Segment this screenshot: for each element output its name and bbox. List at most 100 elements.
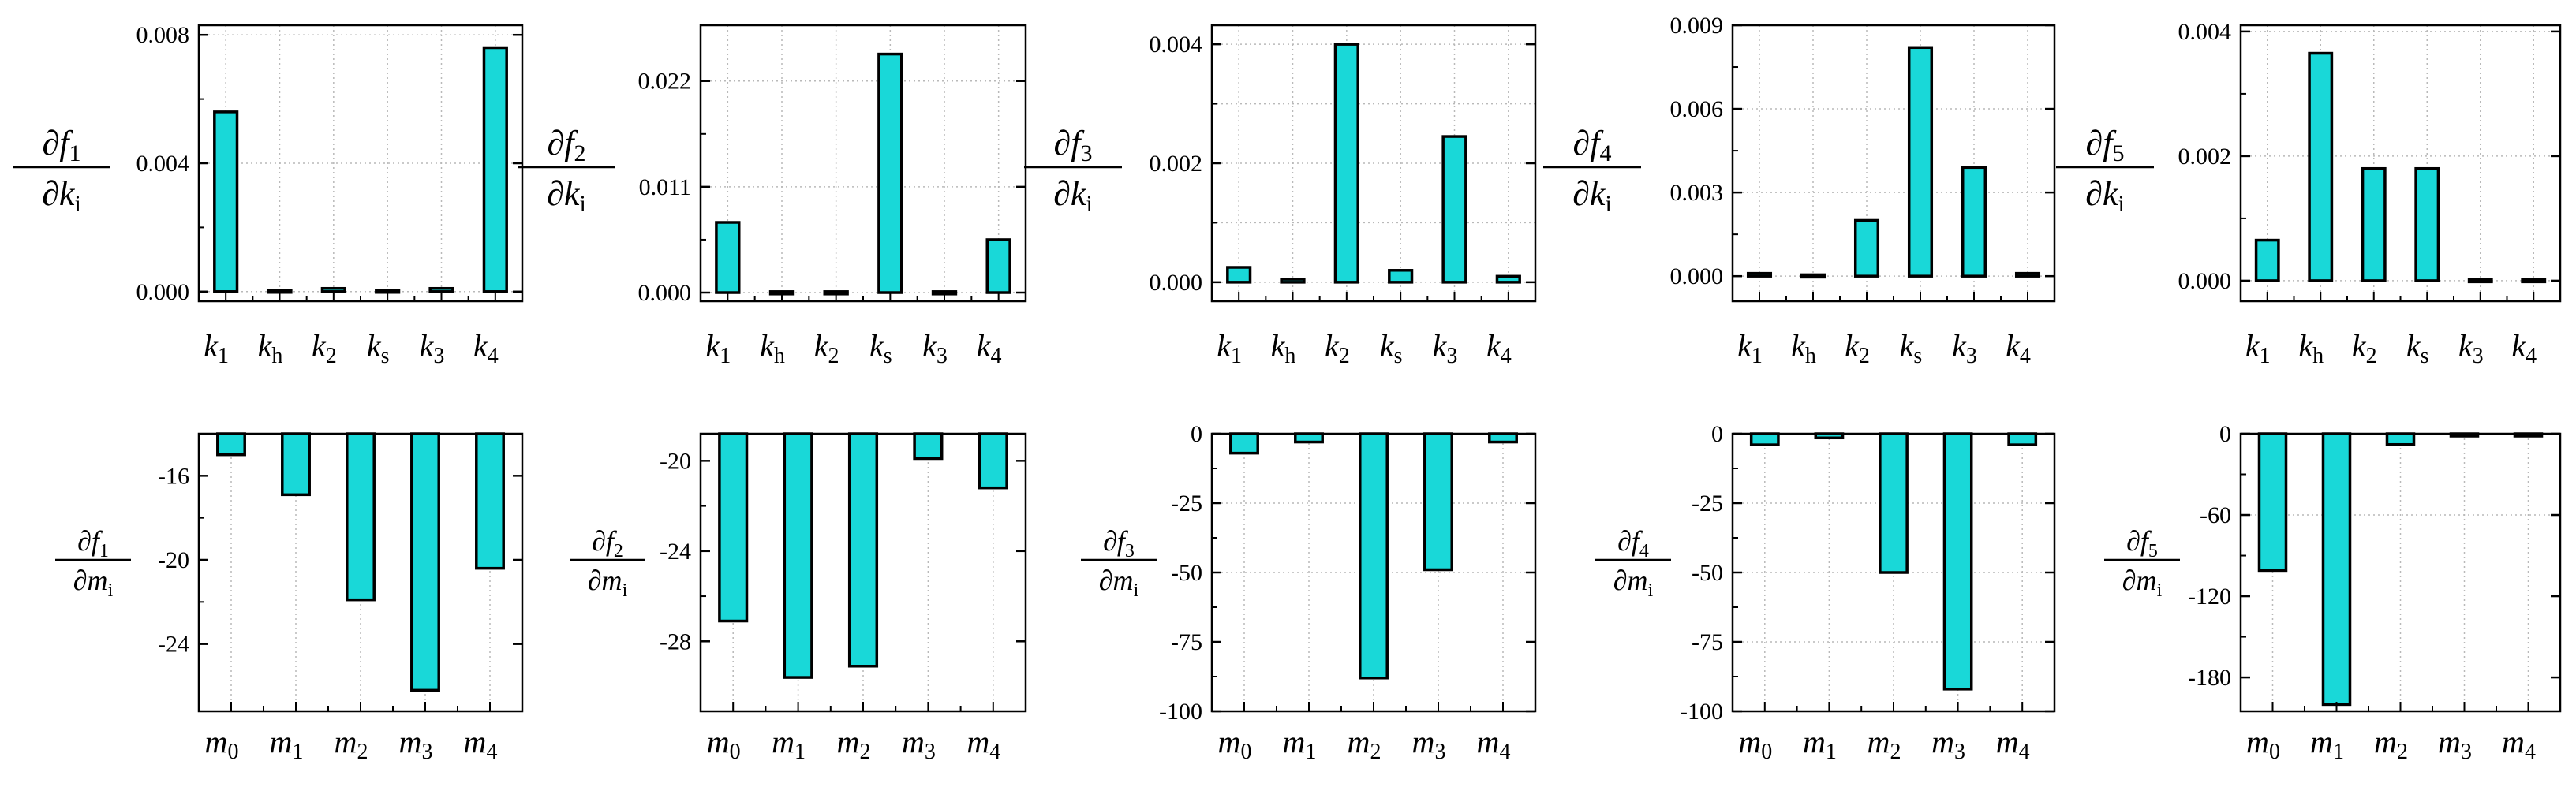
x-category-label: ks bbox=[869, 328, 892, 368]
y-label-numerator: ∂f3 bbox=[1103, 525, 1135, 561]
y-tick-label: 0.022 bbox=[638, 69, 692, 95]
x-category-label: m3 bbox=[902, 724, 936, 764]
bar-m1 bbox=[2321, 432, 2352, 707]
bar-k2 bbox=[1853, 218, 1880, 278]
x-category-label: kh bbox=[2298, 328, 2324, 368]
x-category-label: k1 bbox=[1737, 328, 1763, 368]
plot-frame bbox=[1731, 24, 2056, 303]
y-tick-label: 0.000 bbox=[1670, 263, 1724, 289]
x-category-label: k2 bbox=[814, 328, 839, 368]
x-category-label: kh bbox=[258, 328, 283, 368]
y-tick-label: 0.004 bbox=[1150, 32, 1203, 58]
x-category-label: k2 bbox=[1325, 328, 1350, 368]
x-category-label: k4 bbox=[2006, 328, 2031, 368]
y-axis-label: ∂f3 ∂mi bbox=[1081, 525, 1157, 601]
bar-k4 bbox=[985, 238, 1011, 294]
bar-m0 bbox=[1229, 432, 1259, 455]
x-category-label: k3 bbox=[2458, 328, 2484, 368]
y-tick-label: 0 bbox=[1711, 421, 1723, 447]
y-tick-label: -16 bbox=[158, 463, 189, 489]
y-label-denominator: ∂ki bbox=[1572, 174, 1612, 217]
y-tick-label: -120 bbox=[2188, 584, 2231, 610]
x-category-label: m2 bbox=[1868, 724, 1901, 764]
y-label-numerator: ∂f4 bbox=[1617, 525, 1649, 561]
bar-kh bbox=[1280, 278, 1306, 284]
bar-m3 bbox=[913, 432, 944, 461]
x-category-label: kh bbox=[1791, 328, 1816, 368]
bar-k2 bbox=[1333, 43, 1359, 284]
x-category-label: k4 bbox=[473, 328, 499, 368]
y-label-denominator: ∂ki bbox=[42, 174, 81, 217]
y-tick-label: 0.009 bbox=[1670, 13, 1724, 39]
y-tick-label: -20 bbox=[660, 448, 691, 474]
x-category-label: k1 bbox=[2245, 328, 2271, 368]
bar-m0 bbox=[718, 432, 749, 623]
x-category-label: ks bbox=[1380, 328, 1403, 368]
x-category-label: m0 bbox=[1218, 724, 1252, 764]
chart-f1m: -16 -20 -24 m0 m1 m2 m3 m4 ∂f1 ∂mi bbox=[55, 432, 524, 764]
y-axis-label: ∂f4 ∂ki bbox=[1543, 124, 1641, 217]
plot-frame bbox=[699, 24, 1027, 303]
x-category-label: m0 bbox=[205, 724, 239, 764]
x-category-label: m3 bbox=[399, 724, 433, 764]
bar-m4 bbox=[475, 432, 505, 570]
x-category-label: m1 bbox=[270, 724, 304, 764]
bar-kh bbox=[1800, 273, 1826, 279]
y-axis-label: ∂f2 ∂mi bbox=[570, 525, 645, 601]
x-category-label: k3 bbox=[1952, 328, 1977, 368]
bar-k4 bbox=[2521, 278, 2547, 284]
y-axis-label: ∂f3 ∂ki bbox=[1024, 124, 1122, 217]
bar-m3 bbox=[410, 432, 440, 692]
x-category-label: m2 bbox=[1348, 724, 1381, 764]
y-tick-label: -24 bbox=[660, 539, 691, 565]
x-category-label: k4 bbox=[2511, 328, 2537, 368]
y-label-numerator: ∂f5 bbox=[2126, 525, 2158, 561]
y-tick-label: 0.008 bbox=[136, 22, 190, 48]
y-tick-label: -75 bbox=[1171, 629, 1202, 655]
y-tick-label: 0 bbox=[2219, 421, 2231, 447]
y-tick-label: 0.000 bbox=[1150, 270, 1203, 296]
bar-m1 bbox=[783, 432, 813, 679]
x-category-label: m0 bbox=[1738, 724, 1772, 764]
y-axis-label: ∂f5 ∂mi bbox=[2104, 525, 2180, 601]
chart-f2k: 0.000 0.011 0.022 k1 kh k2 ks k3 k4 ∂f2 ∂ki bbox=[518, 24, 1027, 368]
x-category-label: ks bbox=[367, 328, 390, 368]
y-label-denominator: ∂mi bbox=[1099, 565, 1139, 601]
y-tick-label: -50 bbox=[1692, 560, 1723, 586]
x-category-label: m2 bbox=[2374, 724, 2408, 764]
x-category-label: ks bbox=[1900, 328, 1923, 368]
bar-m2 bbox=[847, 432, 879, 668]
chart-f5k: 0.000 0.002 0.004 k1 kh k2 ks k3 k4 ∂f5 ∂ki bbox=[2056, 19, 2562, 368]
x-category-label: m4 bbox=[2502, 724, 2536, 764]
x-category-label: m1 bbox=[1803, 724, 1837, 764]
bar-ks bbox=[2414, 166, 2440, 282]
y-axis-label: ∂f1 ∂ki bbox=[13, 124, 110, 217]
chart-f5m: 0 -60 -120 -180 m0 m1 m2 m3 m4 ∂f5 ∂mi bbox=[2104, 421, 2562, 764]
y-tick-label: 0.006 bbox=[1670, 96, 1724, 122]
bar-m2 bbox=[2385, 432, 2416, 446]
y-tick-label: -60 bbox=[2200, 502, 2231, 528]
x-category-label: m1 bbox=[772, 724, 806, 764]
x-category-label: m1 bbox=[1283, 724, 1317, 764]
x-category-label: k1 bbox=[204, 328, 229, 368]
x-category-label: m4 bbox=[464, 724, 498, 764]
x-category-label: k4 bbox=[977, 328, 1002, 368]
x-category-label: k1 bbox=[705, 328, 731, 368]
y-tick-label: -25 bbox=[1171, 490, 1202, 517]
x-category-label: m0 bbox=[2246, 724, 2280, 764]
x-category-label: ks bbox=[2406, 328, 2429, 368]
bar-k3 bbox=[1961, 166, 1987, 278]
y-tick-label: -28 bbox=[660, 628, 691, 655]
y-tick-label: 0.004 bbox=[136, 151, 190, 177]
bar-m2 bbox=[1879, 432, 1909, 574]
chart-f3m: 0 -25 -50 -75 -100 m0 m1 m2 m3 m4 ∂f3 ∂mi bbox=[1081, 421, 1537, 764]
y-tick-label: 0.003 bbox=[1670, 180, 1724, 206]
bar-k2 bbox=[2361, 166, 2387, 282]
bar-k3 bbox=[1441, 135, 1467, 284]
y-axis-label: ∂f4 ∂mi bbox=[1595, 525, 1671, 601]
y-tick-label: 0.002 bbox=[1150, 151, 1203, 177]
y-label-denominator: ∂ki bbox=[1053, 174, 1093, 217]
x-category-label: m2 bbox=[335, 724, 368, 764]
bar-ks bbox=[1388, 269, 1414, 284]
bar-k1 bbox=[1226, 266, 1252, 284]
